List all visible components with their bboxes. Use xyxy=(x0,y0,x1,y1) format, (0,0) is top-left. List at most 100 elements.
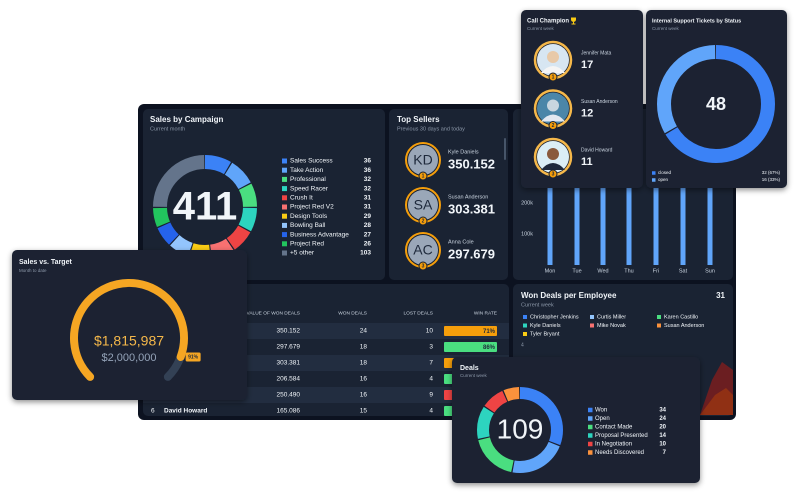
legend-swatch xyxy=(588,416,593,421)
legend-swatch xyxy=(523,323,527,328)
bar xyxy=(707,167,713,265)
column-header: WIN RATE xyxy=(474,310,497,316)
legend-label: Design Tools xyxy=(290,213,328,220)
legend-swatch xyxy=(652,178,656,182)
bar xyxy=(574,175,580,265)
avatar xyxy=(408,235,438,265)
legend-swatch xyxy=(282,195,287,201)
cell-won: 24 xyxy=(360,328,368,335)
legend-value: 36 xyxy=(364,167,372,174)
legend-value: 32 (67%) xyxy=(762,170,781,175)
avatar-head xyxy=(547,51,559,63)
rank-number: 1 xyxy=(552,75,555,81)
gauge-value: $1,815,987 xyxy=(94,333,164,349)
cell-value: 303.381 xyxy=(277,360,301,367)
avatar-initials: AC xyxy=(413,242,432,258)
donut-segment xyxy=(477,387,563,473)
person-calls: 17 xyxy=(581,59,593,71)
gauge-target: $2,000,000 xyxy=(101,352,156,364)
cell-lost: 7 xyxy=(429,360,433,367)
win-rate-bar xyxy=(444,326,497,336)
legend-label: open xyxy=(658,177,669,182)
legend-swatch xyxy=(282,158,287,164)
legend-label: Mike Novak xyxy=(597,323,626,329)
rank-badge xyxy=(548,121,558,130)
donut-segment xyxy=(153,155,257,259)
bar xyxy=(626,165,632,265)
panel-subtitle: Month to date xyxy=(19,268,47,273)
legend-swatch xyxy=(523,332,527,336)
campaign-panel xyxy=(143,109,385,280)
win-rate-bar xyxy=(444,342,497,352)
legend-label: closed xyxy=(658,170,672,175)
legend-label: Christopher Jenkins xyxy=(530,314,579,320)
person-calls: 12 xyxy=(581,107,593,119)
x-tick-label: Tue xyxy=(572,268,581,274)
donut-segment xyxy=(657,45,775,163)
legend-swatch xyxy=(657,323,661,328)
donut-total: 411 xyxy=(173,185,238,229)
row-name: David Howard xyxy=(164,408,207,415)
cell-value: 165.086 xyxy=(277,408,301,415)
legend-swatch xyxy=(657,315,661,319)
legend-label: Sales Success xyxy=(290,158,333,165)
cell-won: 16 xyxy=(360,392,368,399)
panel-subtitle: Current month xyxy=(150,126,185,132)
donut-segment xyxy=(477,387,563,473)
x-tick-label: Thu xyxy=(624,268,633,274)
avatar-body xyxy=(541,163,565,170)
bar xyxy=(680,170,686,265)
legend-value: 20 xyxy=(659,425,666,431)
panel-title: Won Deals per Employee xyxy=(521,291,617,300)
legend-label: Needs Discovered xyxy=(595,450,644,456)
x-tick-label: Sun xyxy=(705,268,715,274)
cell-lost: 4 xyxy=(429,376,433,383)
win-rate-label: 86% xyxy=(483,345,496,351)
bar xyxy=(653,173,659,265)
donut-total: 48 xyxy=(706,94,726,114)
person-name: Jennifer Mata xyxy=(581,50,612,56)
legend-value: 29 xyxy=(364,213,372,220)
rank-badge xyxy=(418,261,428,271)
legend-value: 16 (33%) xyxy=(762,177,781,182)
legend-value: 7 xyxy=(663,450,667,456)
rank-badge xyxy=(418,216,428,226)
legend-label: In Negotiation xyxy=(595,442,632,448)
trophy-icon xyxy=(571,17,576,25)
cell-won: 16 xyxy=(360,376,368,383)
legend-swatch xyxy=(590,323,594,328)
bar xyxy=(600,172,606,265)
legend-label: Tyler Bryant xyxy=(530,331,560,337)
legend-label: Crush It xyxy=(290,195,313,202)
legend-value: 27 xyxy=(364,231,372,238)
legend-value: 31 xyxy=(364,195,372,202)
legend-value: 34 xyxy=(659,408,666,414)
legend-swatch xyxy=(282,222,287,228)
legend-label: Won xyxy=(595,408,607,414)
legend-value: 14 xyxy=(659,433,666,439)
cell-value: 206.584 xyxy=(277,376,301,383)
legend-label: Project Red xyxy=(290,241,324,248)
person-name: Susan Anderson xyxy=(581,99,618,105)
legend-swatch xyxy=(590,315,594,319)
legend-swatch xyxy=(588,441,593,447)
legend-value: 32 xyxy=(364,176,372,183)
donut-segment xyxy=(477,387,563,473)
avatar-body xyxy=(541,66,565,73)
legend-swatch xyxy=(282,213,287,219)
legend-swatch xyxy=(588,450,593,455)
person-calls: 11 xyxy=(581,156,593,168)
rank-badge xyxy=(548,169,558,179)
panel-title: Internal Support Tickets by Status xyxy=(652,18,741,24)
legend-label: Bowling Ball xyxy=(290,222,326,229)
legend-swatch xyxy=(588,433,593,438)
rank-badge xyxy=(418,171,428,181)
x-tick-label: Fri xyxy=(653,268,659,274)
legend-label: Professional xyxy=(290,176,326,183)
panel-subtitle: Current week xyxy=(652,26,680,31)
legend-label: +5 other xyxy=(290,250,315,257)
cell-value: 297.679 xyxy=(277,344,301,351)
legend-label: Curtis Miller xyxy=(597,314,626,320)
legend-swatch xyxy=(282,204,287,210)
legend-label: Proposal Presented xyxy=(595,433,648,439)
